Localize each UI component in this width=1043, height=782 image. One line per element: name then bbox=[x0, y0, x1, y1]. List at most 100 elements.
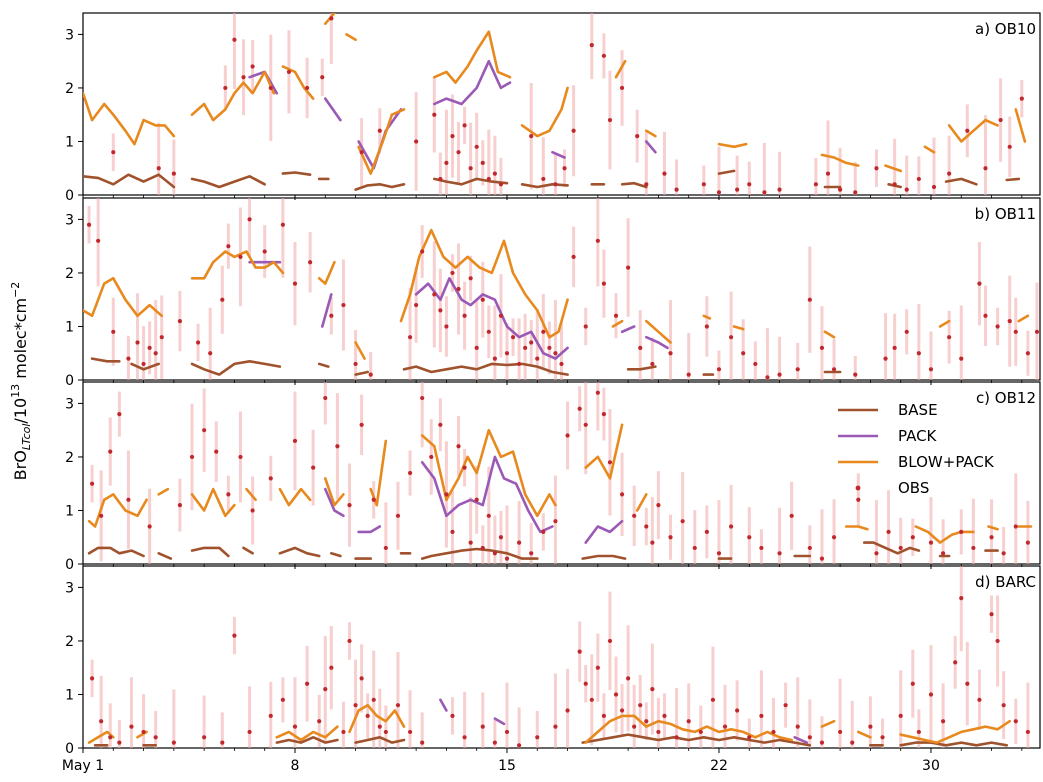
obs-point bbox=[825, 171, 831, 176]
obs-point bbox=[892, 182, 897, 187]
obs-point bbox=[432, 112, 437, 117]
obs-point bbox=[759, 713, 764, 718]
obs-point bbox=[838, 729, 843, 735]
obs-point bbox=[420, 395, 425, 401]
legend-dot-swatch bbox=[855, 485, 861, 491]
obs-point bbox=[904, 187, 909, 192]
obs-point bbox=[789, 513, 794, 518]
obs-point bbox=[595, 238, 600, 243]
obs-point bbox=[819, 740, 825, 745]
series-base-line bbox=[1005, 177, 1021, 182]
obs-point bbox=[953, 660, 958, 665]
series-blow-pack-line bbox=[281, 65, 315, 100]
obs-point bbox=[880, 735, 885, 740]
obs-point bbox=[126, 356, 131, 361]
obs-point bbox=[96, 238, 101, 243]
series-blow-pack-line bbox=[844, 525, 869, 531]
series-pack-line bbox=[321, 293, 333, 328]
obs-point bbox=[916, 176, 921, 182]
obs-point bbox=[892, 345, 897, 350]
series-base-line bbox=[520, 183, 569, 189]
series-blow-pack-line bbox=[190, 487, 236, 518]
obs-point bbox=[853, 372, 858, 377]
obs-point bbox=[504, 729, 510, 735]
obs-point bbox=[420, 740, 425, 745]
obs-point bbox=[498, 182, 504, 187]
obs-point bbox=[638, 703, 643, 708]
obs-point bbox=[722, 724, 728, 729]
obs-point bbox=[117, 740, 122, 745]
series-base-line bbox=[581, 554, 627, 560]
obs-point bbox=[323, 687, 328, 692]
series-blow-pack-line bbox=[717, 142, 748, 149]
obs-point bbox=[977, 281, 982, 286]
obs-point bbox=[916, 729, 921, 735]
obs-point bbox=[462, 313, 467, 318]
obs-point bbox=[480, 724, 485, 729]
legend-label: BLOW+PACK bbox=[898, 453, 995, 471]
obs-point bbox=[305, 85, 310, 91]
obs-point bbox=[432, 292, 437, 297]
obs-point bbox=[468, 276, 473, 281]
obs-point bbox=[728, 524, 734, 529]
y-tick-label: 3 bbox=[65, 212, 74, 228]
series-blow-pack-line bbox=[275, 725, 339, 742]
series-pack-line bbox=[324, 487, 345, 518]
obs-point bbox=[1007, 319, 1012, 324]
obs-point bbox=[632, 724, 637, 729]
obs-point bbox=[383, 729, 388, 735]
obs-point bbox=[553, 351, 558, 356]
obs-point bbox=[886, 529, 891, 534]
obs-point bbox=[553, 182, 558, 187]
obs-point bbox=[701, 182, 706, 187]
obs-point bbox=[202, 428, 207, 433]
obs-point bbox=[126, 497, 131, 502]
obs-point bbox=[444, 160, 449, 165]
obs-point bbox=[765, 375, 770, 380]
series-base-line bbox=[242, 546, 254, 555]
obs-point bbox=[868, 724, 873, 729]
series-blow-pack-line bbox=[732, 325, 745, 331]
panel-plot-area bbox=[83, 13, 1027, 195]
obs-point bbox=[583, 324, 588, 329]
obs-point bbox=[492, 551, 497, 556]
obs-point bbox=[607, 460, 613, 465]
x-tick-label: May 1 bbox=[62, 758, 104, 774]
series-blow-pack-line bbox=[1014, 108, 1027, 143]
obs-point bbox=[438, 176, 443, 182]
series-pack-line bbox=[493, 717, 506, 726]
obs-point bbox=[232, 37, 237, 42]
legend-item: PACK bbox=[838, 427, 938, 445]
obs-point bbox=[819, 556, 825, 561]
series-base-line bbox=[190, 175, 266, 189]
obs-point bbox=[965, 681, 970, 686]
series-blow-pack-line bbox=[914, 525, 975, 544]
series-pack-line bbox=[620, 325, 636, 334]
obs-point bbox=[89, 481, 95, 486]
obs-point bbox=[995, 638, 1000, 644]
series-blow-pack-line bbox=[190, 250, 285, 280]
obs-point bbox=[141, 361, 146, 367]
obs-point bbox=[480, 297, 485, 302]
obs-point bbox=[577, 406, 582, 411]
obs-point bbox=[280, 697, 285, 702]
panels-layer: 0 1 2 3 a) OB10 0 1 2 3 b) OB11 0 1 2 3 c) OB12 0 1 2 3 d) … bbox=[65, 12, 1041, 757]
series-blow-pack-line bbox=[938, 319, 951, 328]
obs-point bbox=[504, 556, 510, 561]
series-base-line bbox=[281, 171, 312, 176]
obs-point bbox=[710, 697, 716, 702]
series-blow-pack-line bbox=[645, 129, 657, 138]
obs-point bbox=[347, 638, 352, 644]
obs-point bbox=[553, 519, 558, 524]
obs-point bbox=[589, 697, 594, 702]
series-blow-pack-line bbox=[83, 277, 163, 318]
panel-frame bbox=[82, 381, 1041, 565]
obs-point bbox=[928, 367, 934, 372]
obs-point bbox=[777, 187, 782, 192]
obs-point bbox=[286, 69, 292, 74]
series-blow-pack-line bbox=[947, 118, 999, 143]
obs-point bbox=[250, 64, 255, 69]
obs-point bbox=[247, 217, 252, 222]
obs-point bbox=[414, 302, 419, 308]
obs-point bbox=[111, 329, 116, 334]
